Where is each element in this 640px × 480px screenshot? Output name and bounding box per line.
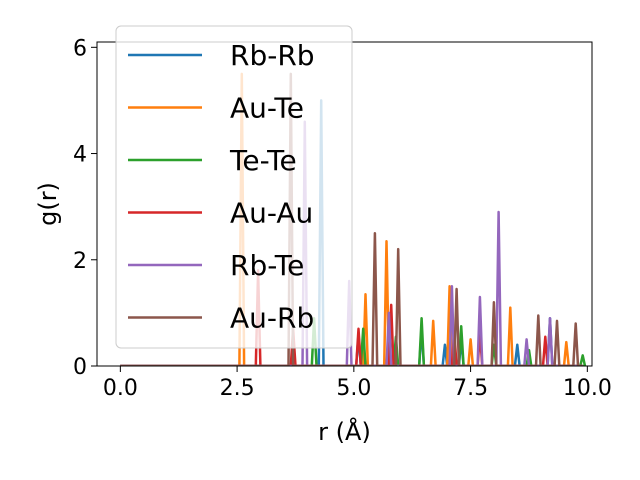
x-tick-label: 10.0 [563, 376, 612, 401]
legend-label-au-te: Au-Te [230, 92, 304, 125]
legend-box [115, 25, 353, 349]
y-tick-label: 0 [73, 355, 87, 380]
legend-label-rb-rb: Rb-Rb [230, 39, 315, 72]
series-line-rb-te [120, 120, 583, 366]
legend-label-te-te: Te-Te [229, 144, 297, 177]
y-tick-label: 2 [73, 249, 87, 274]
legend-label-rb-te: Rb-Te [230, 249, 304, 282]
x-tick-label: 2.5 [220, 376, 255, 401]
x-tick-label: 7.5 [453, 376, 488, 401]
y-tick-label: 4 [73, 143, 87, 168]
legend-label-au-rb: Au-Rb [230, 302, 314, 335]
legend: Rb-Rb Au-Te Te-Te Au-Au Rb-Te Au-Rb [115, 25, 353, 349]
legend-label-au-au: Au-Au [230, 197, 313, 230]
y-axis-label: g(r) [34, 182, 62, 226]
series-line-rb-rb [120, 99, 583, 366]
series-line-au-rb [120, 72, 583, 366]
x-tick-label: 0.0 [103, 376, 138, 401]
x-tick-label: 5.0 [336, 376, 371, 401]
x-axis-label: r (Å) [318, 417, 371, 446]
y-tick-label: 6 [73, 36, 87, 61]
x-axis: 0.0 2.5 5.0 7.5 10.0 [103, 366, 612, 401]
series-layer [120, 72, 587, 366]
y-axis: 0 2 4 6 [73, 36, 97, 380]
series-line-au-au [120, 269, 583, 366]
